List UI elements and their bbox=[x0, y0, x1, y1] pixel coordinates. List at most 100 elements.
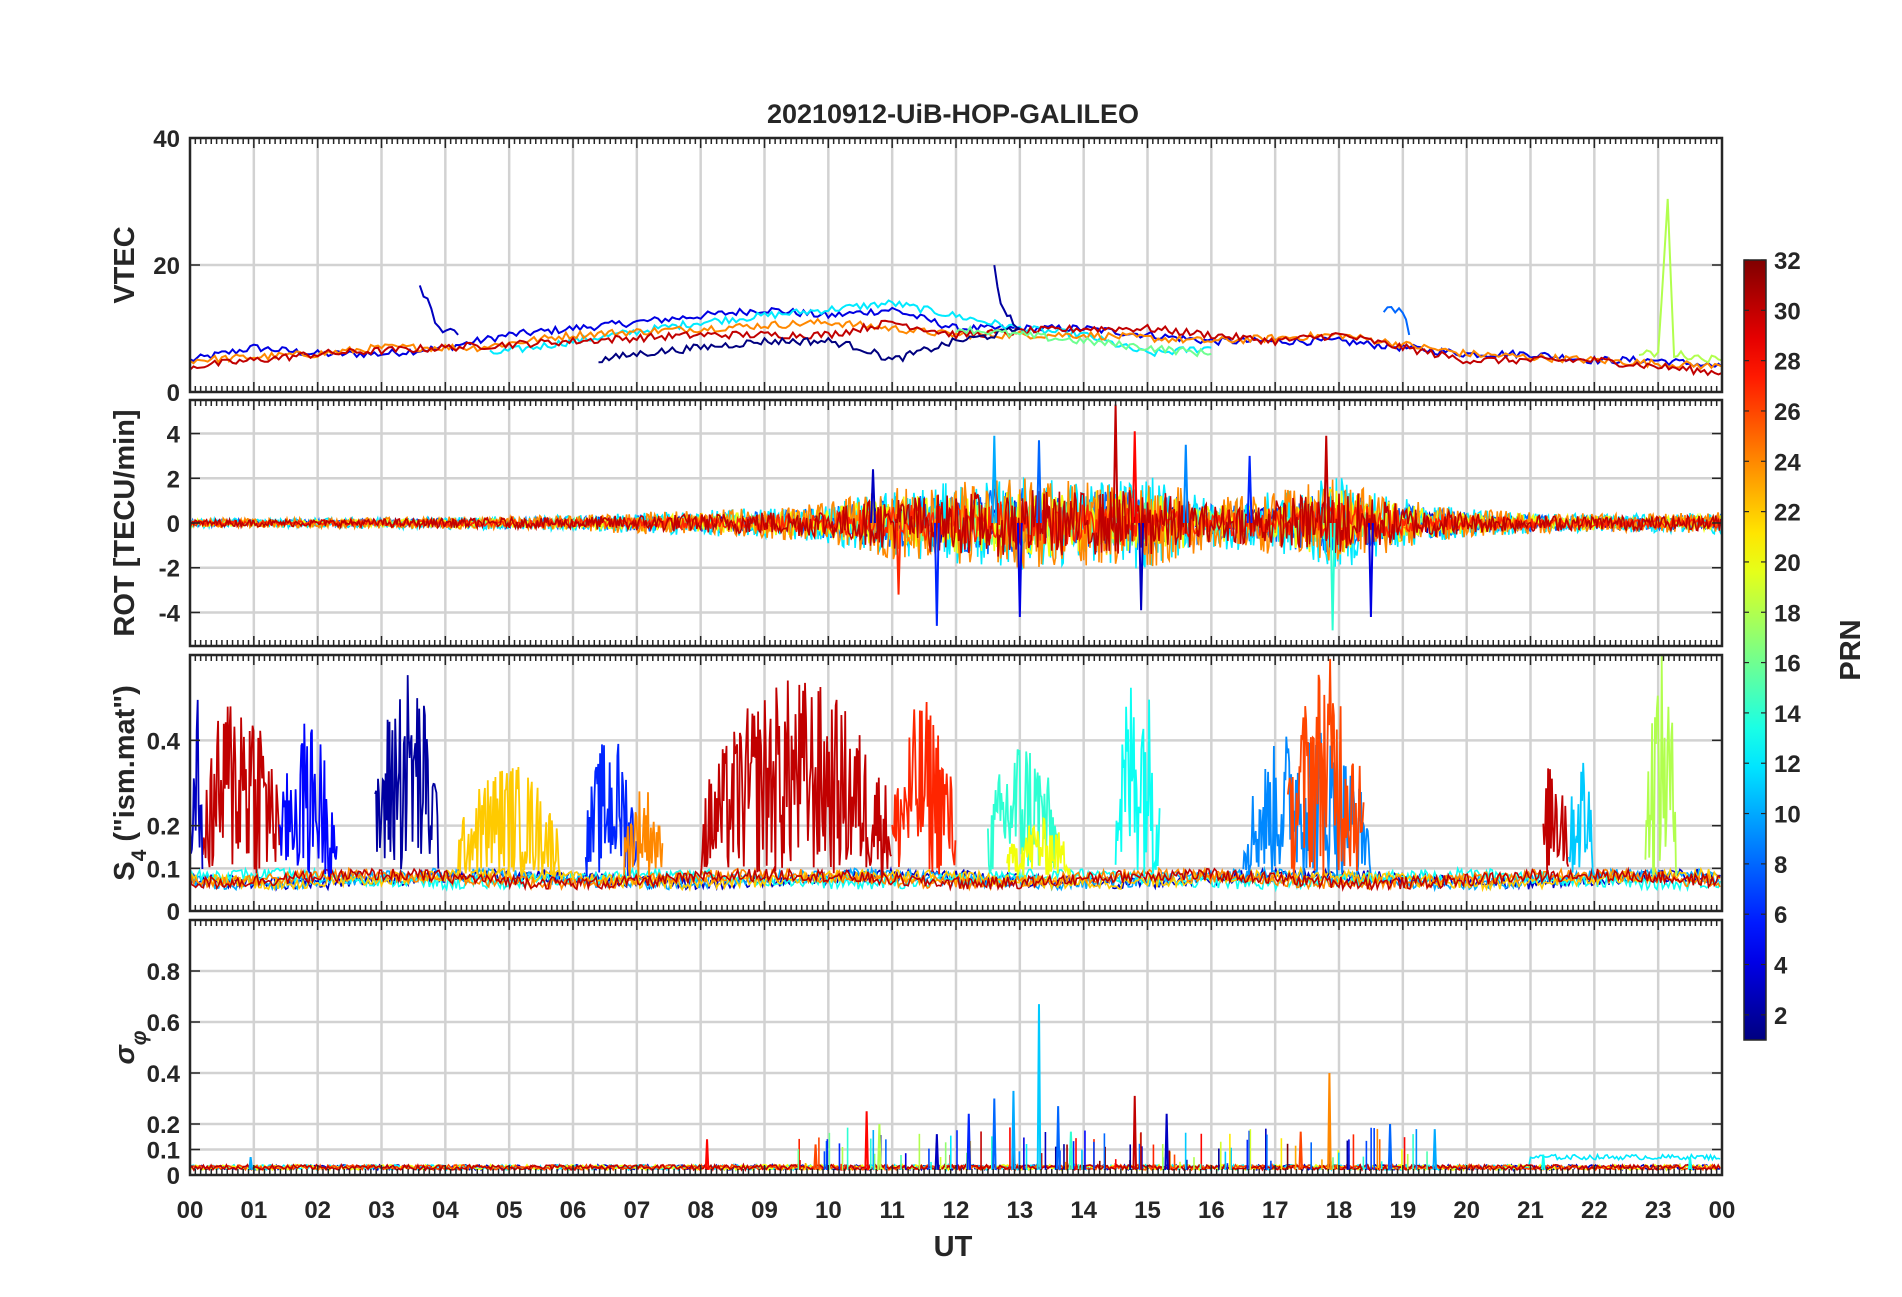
s4-activity-prn-3 bbox=[190, 699, 204, 870]
colorbar-tick-label: 32 bbox=[1774, 248, 1801, 275]
colorbar-tick-label: 30 bbox=[1774, 298, 1801, 325]
y-tick-label: 0.1 bbox=[147, 856, 180, 883]
s4-activity-prn-30 bbox=[1542, 768, 1570, 873]
colorbar-tick-label: 14 bbox=[1774, 701, 1801, 728]
x-tick-label: 20 bbox=[1453, 1197, 1480, 1224]
s4-activity-prn-20 bbox=[1006, 816, 1072, 877]
sigma-spike-prn-10 bbox=[1432, 1129, 1438, 1170]
x-axis-label: UT bbox=[934, 1231, 973, 1263]
x-tick-label: 14 bbox=[1070, 1197, 1097, 1224]
sigma-spike-prn-24 bbox=[1327, 1072, 1332, 1170]
panel-sigma: 00.10.2 0.4 0.6 0.8 σφ bbox=[109, 918, 1724, 1190]
sigma-spike-prn-8 bbox=[1055, 1106, 1061, 1170]
vtec-series-prn-3 bbox=[418, 285, 459, 336]
rot-spike bbox=[1138, 522, 1145, 611]
sigma-spike-prn-14 bbox=[1068, 1131, 1074, 1170]
vtec-series-prn-8 bbox=[1382, 305, 1411, 336]
s4-activity-prn-18 bbox=[1644, 655, 1678, 877]
s4-activity-prn-30 bbox=[201, 706, 281, 874]
x-tick-label: 21 bbox=[1517, 1197, 1544, 1224]
sigma-spike-prn-8 bbox=[1387, 1123, 1393, 1170]
colorbar-tick-label: 18 bbox=[1774, 600, 1801, 627]
x-tick-label: 08 bbox=[687, 1197, 714, 1224]
y-tick-label: 0.1 bbox=[147, 1138, 180, 1165]
x-tick-label: 10 bbox=[815, 1197, 842, 1224]
y-tick-label: 2 bbox=[167, 466, 180, 493]
x-tick-label: 15 bbox=[1134, 1197, 1161, 1224]
colorbar-tick-label: 20 bbox=[1774, 550, 1801, 577]
s4-activity-prn-30 bbox=[699, 680, 892, 878]
vtec-series-prn-18 bbox=[1638, 198, 1722, 364]
x-tick-label: 00 bbox=[177, 1197, 204, 1224]
colorbar-tick-label: 28 bbox=[1774, 349, 1801, 376]
sigma-spike-prn-10 bbox=[248, 1157, 253, 1170]
y-tick-label: 0.2 bbox=[147, 814, 180, 841]
panel-series bbox=[190, 198, 1722, 377]
colorbar-tick-label: 24 bbox=[1774, 449, 1801, 476]
panel-ticks bbox=[189, 400, 1723, 646]
colorbar-tick-label: 22 bbox=[1774, 500, 1801, 527]
s4-activity-prn-26 bbox=[1287, 658, 1365, 877]
rot-spike bbox=[1368, 522, 1374, 617]
rot-spike bbox=[895, 522, 902, 595]
s4-baseline-prn-30 bbox=[190, 865, 1721, 892]
panel-grid bbox=[190, 655, 1722, 911]
rot-spike bbox=[933, 522, 940, 626]
sigma-spike-prn-8 bbox=[992, 1098, 997, 1170]
y-tick-label: 4 bbox=[167, 422, 181, 449]
x-tick-label: 17 bbox=[1262, 1197, 1289, 1224]
x-tick-label: 19 bbox=[1389, 1197, 1416, 1224]
panel-vtec: 0 20 40 VTEC bbox=[109, 126, 1724, 407]
rot-spike bbox=[1182, 444, 1189, 524]
s4-activity-prn-22 bbox=[457, 766, 561, 877]
y-tick-label: -2 bbox=[159, 556, 180, 583]
sigma-spike-prn-11 bbox=[1036, 1004, 1042, 1170]
panel-rot: -4 -2 0 2 4 ROT [TECU/min] bbox=[109, 398, 1724, 648]
x-tick-label: 11 bbox=[879, 1197, 904, 1224]
y-axis-label-sigma: σφ bbox=[109, 1030, 151, 1064]
rot-series-prn-30 bbox=[190, 488, 1722, 557]
sigma-spike-prn-28 bbox=[704, 1139, 710, 1170]
x-tick-label: 06 bbox=[560, 1197, 587, 1224]
sigma-spike-prn-13 bbox=[1540, 1154, 1546, 1170]
panel-ticks bbox=[189, 137, 1723, 393]
colorbar-tick-label: 8 bbox=[1774, 852, 1787, 879]
x-tick-label: 23 bbox=[1645, 1197, 1672, 1224]
x-tick-label: 12 bbox=[943, 1197, 970, 1224]
rot-spike bbox=[1246, 455, 1253, 524]
s4-activity-prn-5 bbox=[278, 723, 338, 877]
x-tick-label: 16 bbox=[1198, 1197, 1225, 1224]
panel-grid bbox=[190, 920, 1722, 1175]
x-tick-label: 22 bbox=[1581, 1197, 1608, 1224]
colorbar-tick-label: 2 bbox=[1774, 1003, 1787, 1030]
y-tick-label: 20 bbox=[153, 253, 180, 280]
y-tick-label: 0 bbox=[167, 380, 180, 407]
y-tick-label: 0 bbox=[167, 899, 180, 926]
panel-ticks bbox=[189, 920, 1723, 1176]
s4-baseline-prn-22 bbox=[190, 865, 1721, 893]
x-tick-label: 05 bbox=[496, 1197, 523, 1224]
y-tick-label: 0.8 bbox=[147, 959, 180, 986]
x-tick-label: 00 bbox=[1709, 1197, 1736, 1224]
x-tick-label: 01 bbox=[240, 1197, 267, 1224]
colorbar-gradient bbox=[1743, 259, 1767, 1041]
sigma-spike-prn-3 bbox=[934, 1134, 940, 1170]
vtec-series-prn-12 bbox=[489, 299, 1212, 358]
sigma-spike-prn-10 bbox=[1011, 1090, 1016, 1170]
y-tick-label: -4 bbox=[159, 600, 181, 627]
rot-spike bbox=[1036, 440, 1042, 524]
panel-ticks bbox=[189, 655, 1723, 912]
sigma-spike-prn-28 bbox=[864, 1111, 869, 1170]
vtec-series-prn-16 bbox=[955, 325, 1212, 358]
sigma-spike-prn-13 bbox=[1687, 1157, 1693, 1170]
x-tick-label: 02 bbox=[304, 1197, 331, 1224]
rot-spike bbox=[1016, 522, 1023, 617]
panel-series bbox=[190, 655, 1721, 893]
y-axis-label-s4: S4 ("ism.mat") bbox=[109, 685, 151, 881]
x-tick-label: 07 bbox=[623, 1197, 650, 1224]
y-tick-label: 0.4 bbox=[147, 728, 181, 755]
